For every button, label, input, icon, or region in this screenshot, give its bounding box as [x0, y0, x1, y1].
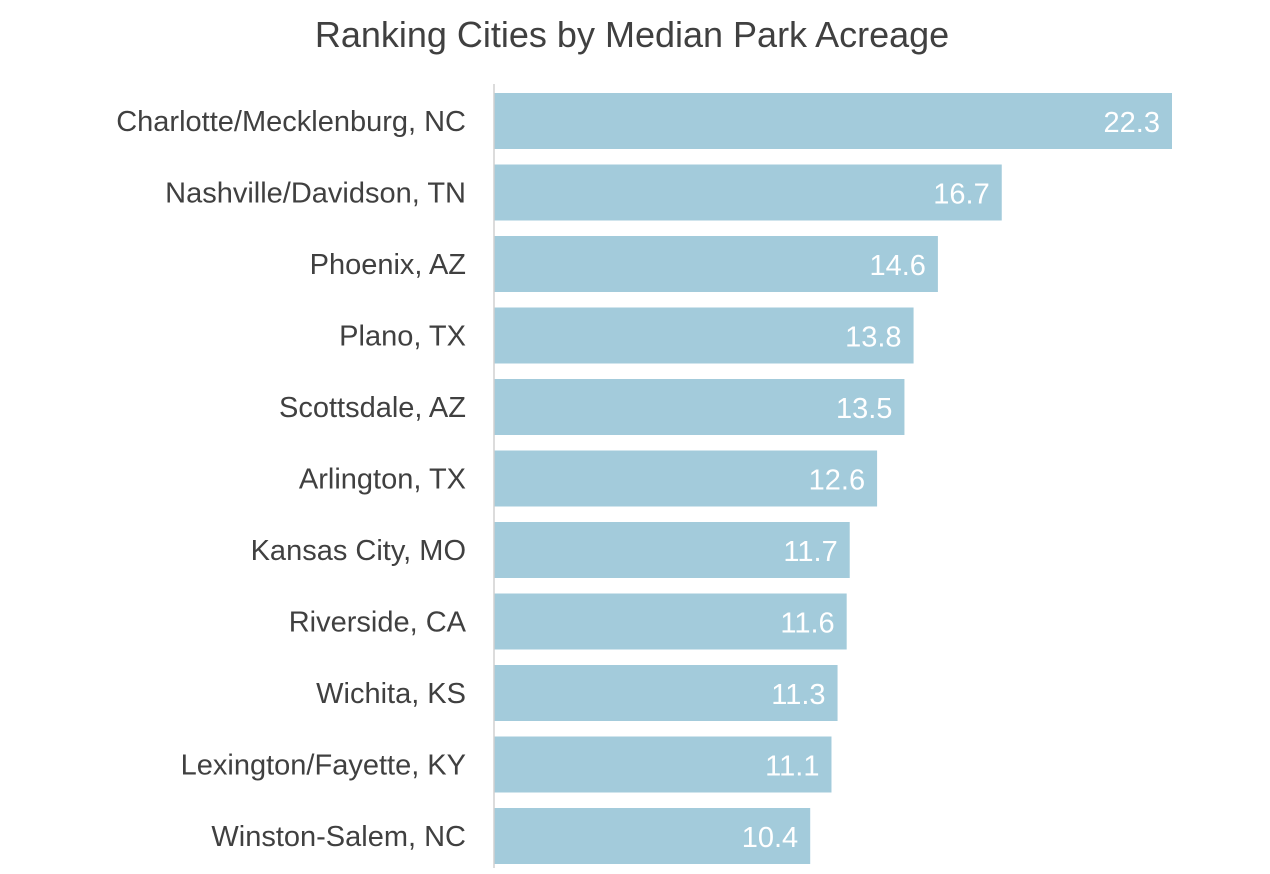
- data-label: 16.7: [933, 179, 989, 211]
- category-label: Wichita, KS: [316, 678, 466, 710]
- bar: [494, 593, 847, 650]
- data-label: 11.7: [783, 536, 837, 568]
- bar: [494, 379, 905, 435]
- data-label: 14.6: [869, 250, 925, 282]
- category-label: Riverside, CA: [289, 607, 467, 639]
- data-label: 11.3: [771, 679, 825, 711]
- category-label: Plano, TX: [339, 321, 466, 353]
- category-label: Arlington, TX: [299, 464, 466, 496]
- value-labels-group: 22.3 16.7 14.6 13.8 13.5 12.6 11.7 11.6 11.3 11.1…: [742, 107, 1160, 854]
- bar: [494, 450, 878, 507]
- bar: [494, 665, 838, 721]
- bar: [494, 164, 1002, 221]
- category-label: Charlotte/Mecklenburg, NC: [116, 106, 466, 138]
- category-label: Scottsdale, AZ: [279, 392, 466, 424]
- data-label: 11.1: [765, 751, 819, 783]
- data-label: 13.8: [845, 322, 901, 354]
- category-label: Kansas City, MO: [251, 535, 466, 567]
- data-label: 12.6: [809, 465, 865, 497]
- category-label: Winston-Salem, NC: [211, 821, 466, 853]
- data-label: 11.6: [780, 608, 834, 640]
- category-label: Nashville/Davidson, TN: [165, 178, 466, 210]
- bar: [494, 522, 850, 578]
- data-label: 13.5: [836, 393, 892, 425]
- data-label: 10.4: [742, 822, 798, 854]
- category-label: Lexington/Fayette, KY: [181, 750, 466, 782]
- category-labels-group: Charlotte/Mecklenburg, NC Nashville/David…: [116, 106, 466, 853]
- bars-group: [494, 93, 1172, 864]
- data-label: 22.3: [1104, 107, 1160, 139]
- category-label: Phoenix, AZ: [310, 249, 466, 281]
- bar: [494, 93, 1172, 149]
- bar: [494, 307, 914, 364]
- bar: [494, 736, 832, 793]
- bar: [494, 808, 811, 864]
- chart-title: Ranking Cities by Median Park Acreage: [315, 14, 949, 55]
- bar: [494, 236, 938, 292]
